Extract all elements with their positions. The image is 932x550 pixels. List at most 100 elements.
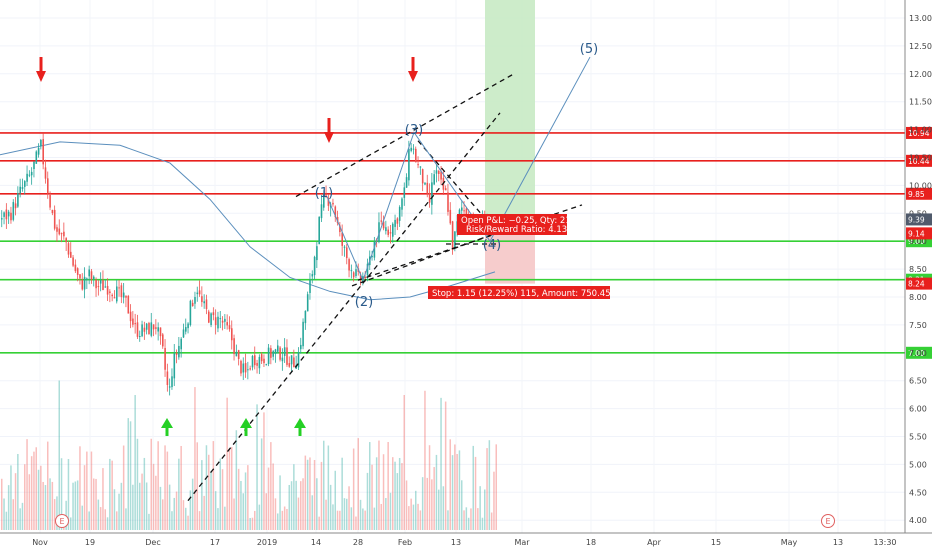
- volume-bar: [86, 451, 88, 530]
- event-marker-circle: [821, 514, 835, 528]
- candle-body: [373, 241, 376, 258]
- volume-bar: [410, 498, 412, 530]
- candle-body: [26, 173, 28, 182]
- candle-body: [247, 369, 249, 371]
- candle-body: [86, 278, 88, 280]
- candle-body: [51, 209, 54, 213]
- y-tick-label: 12.00: [909, 70, 932, 79]
- plot-area[interactable]: [0, 0, 905, 533]
- volume-bar: [214, 491, 217, 530]
- level-label-bg: [906, 126, 932, 139]
- candle-body: [150, 322, 153, 336]
- trend-line: [187, 112, 501, 502]
- price-badge-label: 9.39: [908, 215, 925, 224]
- volume-bar: [456, 454, 458, 530]
- candle-body: [300, 344, 302, 350]
- candle-body: [210, 313, 212, 326]
- volume-bar: [352, 448, 355, 530]
- candle-body: [323, 194, 325, 208]
- price-axis[interactable]: 4.00 4.50 5.00 5.50 6.00 6.50 7.00 7.50 8.00 8.50…: [909, 14, 932, 525]
- volume-bar: [120, 482, 123, 530]
- wave-label: (1): [315, 186, 333, 201]
- candle-body: [10, 212, 12, 221]
- candle-body: [109, 291, 111, 293]
- candle-body: [277, 345, 279, 352]
- volume-bar: [488, 440, 491, 530]
- volume-bar: [288, 484, 290, 530]
- candle-body: [208, 311, 210, 323]
- volume-bar: [263, 412, 265, 530]
- candle-body: [433, 174, 435, 185]
- candle-body: [122, 292, 125, 298]
- candle-body: [274, 349, 277, 354]
- candle-body: [415, 148, 417, 163]
- volume-bar: [474, 456, 477, 530]
- volume-bar: [343, 498, 346, 530]
- candle-body: [88, 269, 90, 277]
- candle-body: [297, 352, 300, 368]
- volume-bar: [431, 479, 433, 530]
- volume-bar: [155, 475, 157, 530]
- volume-bar: [295, 480, 297, 530]
- candle-body: [21, 187, 24, 189]
- volume-bar: [113, 489, 116, 530]
- volume-bar: [17, 453, 19, 530]
- y-tick-label: 11.50: [909, 98, 932, 107]
- candle-body: [242, 363, 245, 373]
- volume-bar: [444, 401, 447, 530]
- volume-bar: [12, 499, 14, 530]
- volume-bar: [251, 517, 254, 530]
- volume-bar: [7, 485, 10, 530]
- volume-bar: [341, 457, 343, 530]
- volume-bar: [168, 484, 171, 530]
- candle-body: [60, 233, 63, 235]
- volume-bar: [467, 517, 470, 530]
- candle-body: [118, 287, 120, 289]
- candle-body: [401, 198, 403, 210]
- volume-bar: [125, 508, 127, 530]
- volume-bar: [166, 451, 169, 530]
- candle-body: [143, 327, 146, 332]
- volume-bar: [19, 508, 21, 530]
- candle-body: [428, 193, 431, 203]
- trend-drawings[interactable]: [187, 56, 591, 502]
- moving-average: [0, 141, 496, 301]
- volume-bar: [219, 458, 221, 530]
- volume-bar: [392, 457, 394, 530]
- volume-bar: [375, 457, 378, 530]
- time-axis[interactable]: Nov 19 Dec 17 2019 14 28 Feb 13 Mar 18 Apr 15 May 13 13…: [32, 538, 896, 547]
- volume-bar: [477, 508, 479, 530]
- candle-body: [7, 211, 10, 217]
- volume-bar: [320, 461, 323, 530]
- volume-bar: [348, 486, 350, 530]
- candle-body: [63, 231, 65, 237]
- candle-body: [5, 209, 8, 220]
- volume-bar: [224, 506, 226, 530]
- candle-body: [83, 276, 86, 290]
- volume-bar: [401, 463, 403, 530]
- volume-bar: [201, 460, 203, 530]
- volume-bar: [458, 450, 461, 530]
- y-tick-label: 8.00: [909, 293, 927, 302]
- level-label-bg: [906, 154, 932, 167]
- candle-body: [408, 148, 410, 181]
- x-tick-label: Apr: [647, 538, 662, 547]
- candle-body: [364, 276, 366, 279]
- candle-body: [403, 187, 406, 198]
- candle-body: [366, 263, 369, 276]
- volume-bar: [67, 459, 70, 530]
- volume-bar: [226, 397, 228, 530]
- volume-bar: [178, 458, 180, 530]
- candle-body: [76, 268, 79, 275]
- candle-body: [231, 328, 233, 341]
- price-badge-label: 8.24: [908, 280, 925, 289]
- volume-bar: [1, 478, 3, 530]
- volume-bar: [237, 468, 240, 530]
- candle-body: [205, 299, 208, 310]
- volume-bar: [81, 505, 83, 530]
- volume-bar: [490, 512, 493, 530]
